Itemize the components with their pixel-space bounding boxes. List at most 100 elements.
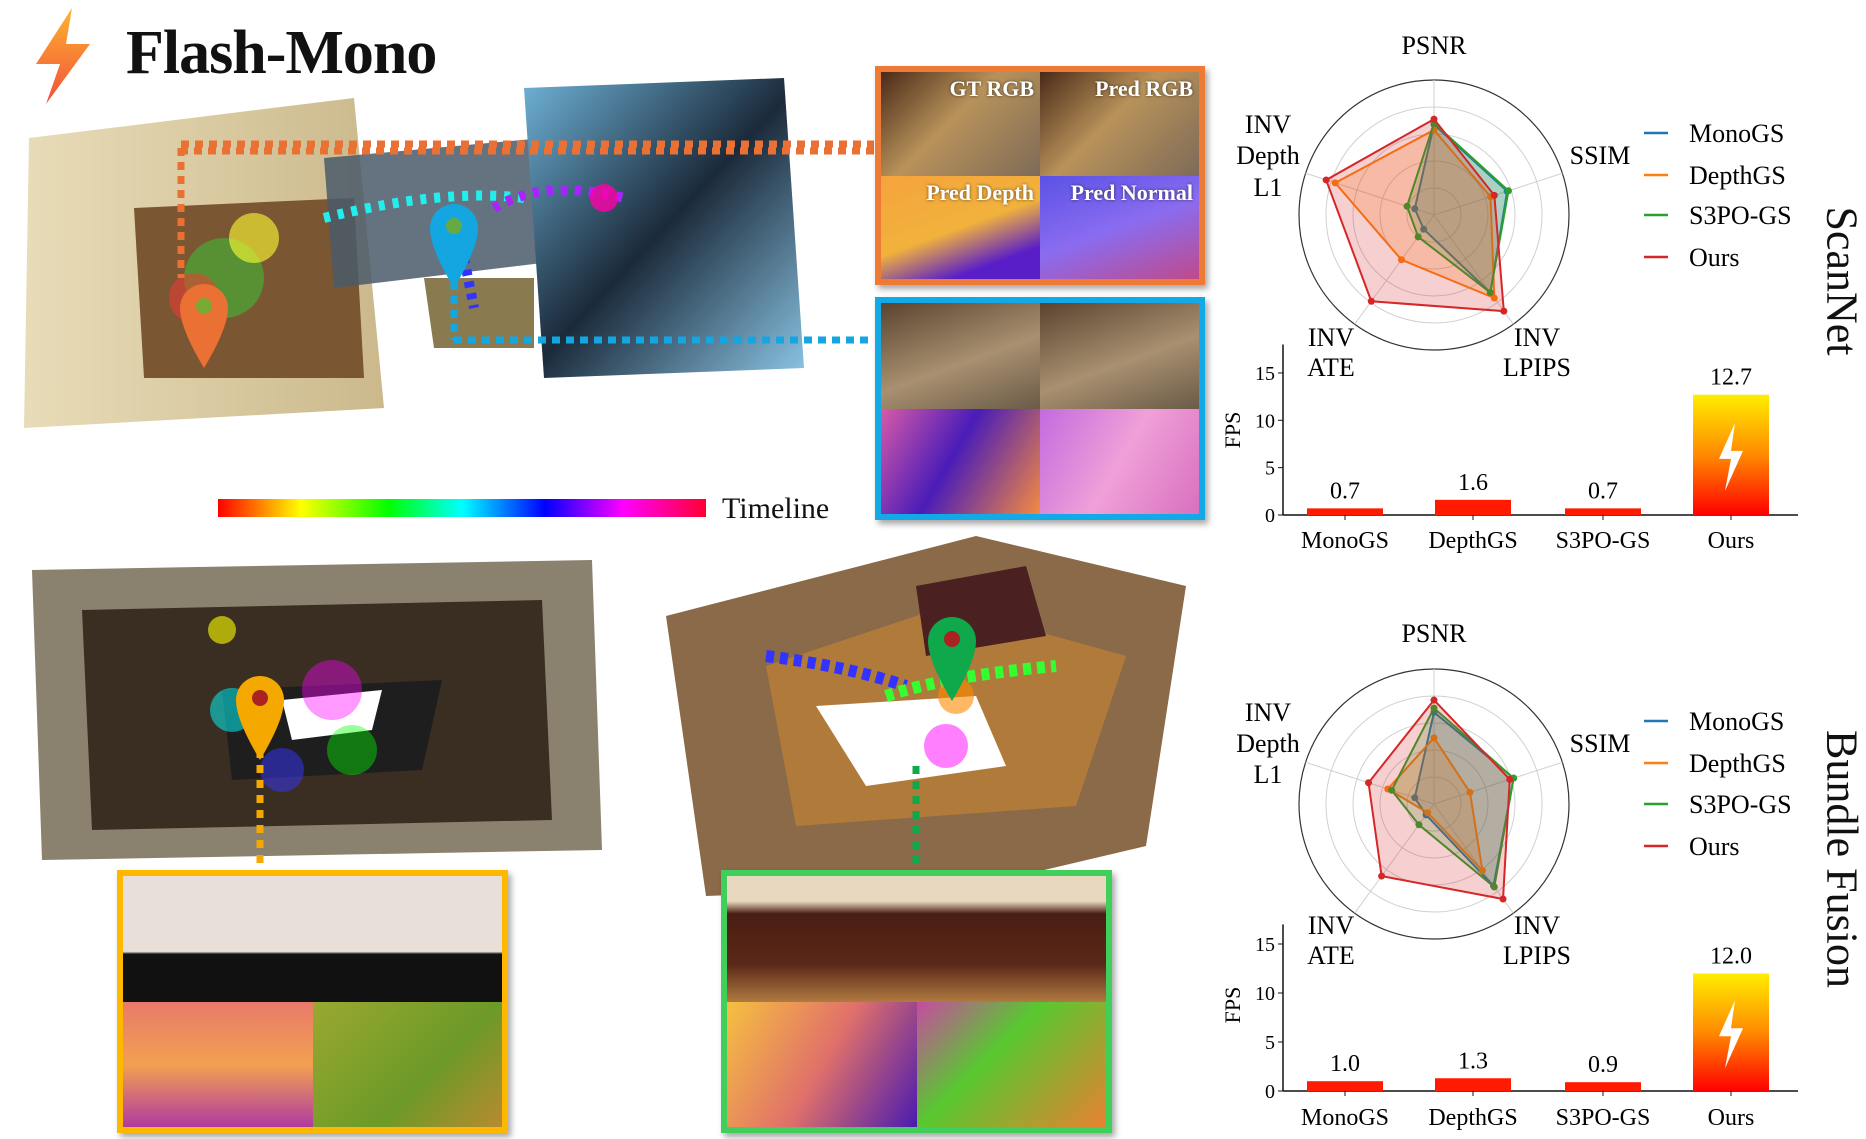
orange-connector <box>177 140 874 155</box>
scannet-reconstruction <box>24 78 874 428</box>
pred-depth-image <box>881 408 1040 514</box>
lightning-logo-icon <box>36 8 90 104</box>
radar-axis-label-lpips: LPIPS <box>1503 353 1571 382</box>
radar-point-depthgs <box>1466 788 1474 796</box>
radar-point-depthgs <box>1397 256 1405 264</box>
location-pin-icon <box>180 284 228 368</box>
bar-y-tick-label: 5 <box>1265 1032 1275 1054</box>
radar-point-ours <box>1365 779 1373 787</box>
figure-title: Flash-Mono <box>126 19 437 87</box>
pred-rgb-image: Pred RGB <box>1040 72 1199 176</box>
dataset-title-bundle-fusion: Bundle Fusion <box>1817 730 1866 988</box>
bar-category-label: MonoGS <box>1301 528 1389 554</box>
radar-series-depthgs <box>1333 128 1496 300</box>
radar-point-ours <box>1378 872 1386 880</box>
bar-monogs <box>1307 1081 1383 1091</box>
pred-depth-image: Pred Depth <box>881 175 1040 279</box>
bar-y-tick-label: 15 <box>1255 363 1275 385</box>
bar-depthgs <box>1435 1078 1511 1091</box>
bar-category-label: MonoGS <box>1301 1105 1389 1131</box>
camera-trajectory <box>765 650 1057 768</box>
green-result-panel <box>721 870 1112 1133</box>
radar-spoke <box>1433 803 1514 914</box>
bar-y-tick-label: 10 <box>1255 983 1275 1005</box>
radar-point-ours <box>1430 696 1438 704</box>
bar-category-label: Ours <box>1708 528 1755 554</box>
timeline-colorbar <box>218 499 706 517</box>
legend-label: S3PO-GS <box>1689 201 1792 230</box>
pred-normal-image: Pred Normal <box>1040 175 1199 279</box>
bar-category-label: S3PO-GS <box>1556 528 1651 554</box>
bar-data-label: 1.0 <box>1330 1051 1360 1077</box>
bar-s3po-gs <box>1565 1082 1641 1091</box>
radar-axis-label-lpips: INV <box>1514 323 1560 352</box>
radar-axis-label-psnr: PSNR <box>1401 31 1467 60</box>
bar-data-label: 0.9 <box>1588 1052 1618 1078</box>
timeline-label: Timeline <box>722 492 830 525</box>
pred-depth-image <box>727 1001 917 1127</box>
radar-axis-label-ate: INV <box>1308 911 1354 940</box>
bar-y-tick-label: 10 <box>1255 410 1275 432</box>
radar-axis-label-depth-l1: L1 <box>1254 173 1283 202</box>
gt-rgb-image: GT RGB <box>881 72 1040 176</box>
radar-axis-label-ssim: SSIM <box>1570 141 1631 170</box>
gt-rgb-image <box>123 876 313 1002</box>
radar-spoke <box>1433 761 1563 805</box>
radar-point-depthgs <box>1331 179 1339 187</box>
radar-axis-label-depth-l1: INV <box>1245 110 1291 139</box>
bar-data-label: 1.3 <box>1458 1048 1488 1074</box>
radar-axis-label-lpips: INV <box>1514 911 1560 940</box>
radar-point-depthgs <box>1424 809 1432 817</box>
legend-label: MonoGS <box>1689 707 1784 736</box>
orange-result-panel: GT RGB Pred RGB Pred Depth Pred Normal <box>875 66 1205 285</box>
pred-normal-image <box>312 1001 502 1127</box>
pred-normal-label: Pred Normal <box>1070 179 1193 205</box>
gt-rgb-image <box>881 303 1040 409</box>
bar-y-tick-label: 0 <box>1265 505 1275 527</box>
bar-y-tick-label: 5 <box>1265 458 1275 480</box>
radar-point-s3po-gs <box>1414 233 1422 241</box>
bar-data-label: 1.6 <box>1458 470 1488 496</box>
bar-data-label: 12.0 <box>1710 943 1752 969</box>
radar-point-depthgs <box>1478 867 1486 875</box>
pred-rgb-image <box>916 876 1106 1002</box>
bar-y-axis-label: FPS <box>1220 987 1245 1024</box>
radar-point-s3po-gs <box>1486 289 1494 297</box>
radar-point-ours <box>1367 297 1375 305</box>
radar-series-monogs <box>1413 122 1509 295</box>
location-pin-icon <box>928 617 976 701</box>
radar-point-s3po-gs <box>1388 786 1396 794</box>
pred-rgb-label: Pred RGB <box>1095 76 1193 101</box>
radar-point-depthgs <box>1490 294 1498 302</box>
radar-spoke <box>1354 214 1435 325</box>
yellow-result-panel <box>117 870 508 1133</box>
bar-category-label: DepthGS <box>1428 1105 1517 1131</box>
radar-point-ours <box>1490 191 1498 199</box>
radar-axis-label-psnr: PSNR <box>1401 619 1467 648</box>
radar-point-monogs <box>1420 225 1428 233</box>
bundle-fusion-reconstruction-2 <box>666 536 1186 896</box>
radar-series-ours <box>1324 117 1505 313</box>
radar-axis-label-ate: INV <box>1308 323 1354 352</box>
radar-axis-label-depth-l1: Depth <box>1236 729 1300 758</box>
dataset-title-scannet: ScanNet <box>1817 206 1866 356</box>
radar-axis-label-depth-l1: INV <box>1245 698 1291 727</box>
radar-axis-label-depth-l1: L1 <box>1254 760 1283 789</box>
radar-point-ours <box>1430 115 1438 123</box>
pred-rgb-image <box>312 876 502 1002</box>
legend-label: S3PO-GS <box>1689 790 1792 819</box>
radar-point-ours <box>1322 176 1330 184</box>
bar-monogs <box>1307 508 1383 515</box>
legend-label: DepthGS <box>1689 749 1786 778</box>
radar-axis-label-ate: ATE <box>1307 353 1355 382</box>
radar-series-s3po-gs <box>1405 121 1510 295</box>
legend-label: DepthGS <box>1689 161 1786 190</box>
bar-data-label: 12.7 <box>1710 365 1752 391</box>
radar-point-ours <box>1500 307 1508 315</box>
pred-normal-image <box>1040 408 1199 514</box>
location-pin-icon <box>236 676 284 760</box>
bar-depthgs <box>1435 499 1511 515</box>
radar-point-depthgs <box>1430 734 1438 742</box>
radar-point-ours <box>1506 775 1514 783</box>
